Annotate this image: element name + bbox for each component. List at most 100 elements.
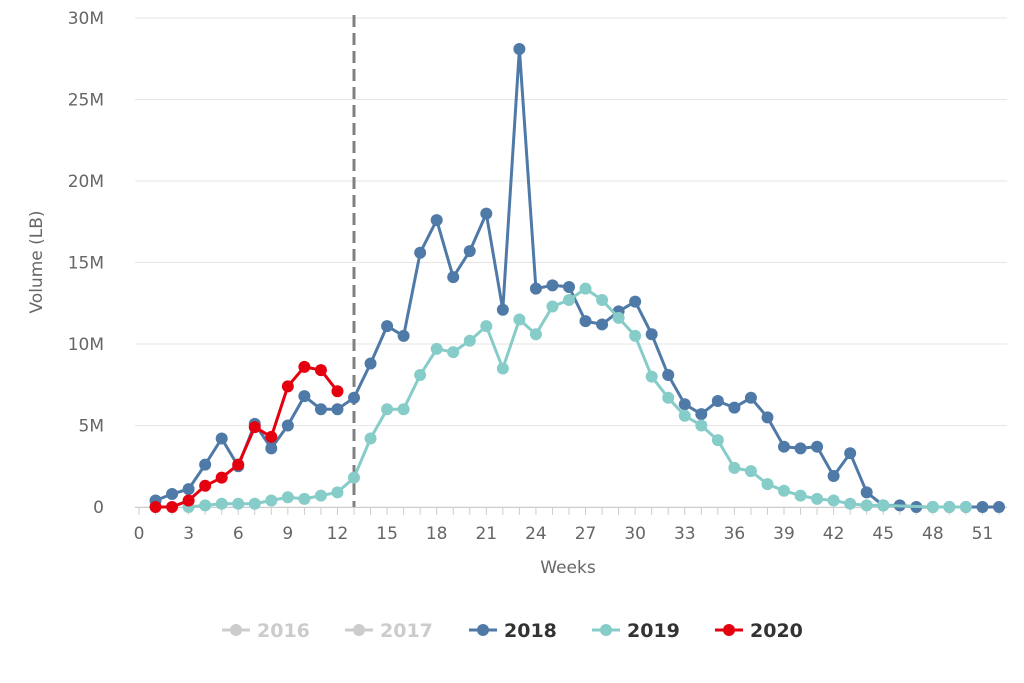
data-point-2018[interactable] xyxy=(397,329,410,342)
data-point-2019[interactable] xyxy=(364,432,377,445)
data-point-2020[interactable] xyxy=(281,380,294,393)
data-point-2018[interactable] xyxy=(496,303,509,316)
data-point-2018[interactable] xyxy=(976,501,989,513)
data-point-2018[interactable] xyxy=(778,440,790,453)
data-point-2019[interactable] xyxy=(496,362,509,375)
data-point-2020[interactable] xyxy=(248,421,261,434)
data-point-2018[interactable] xyxy=(794,442,807,455)
data-point-2019[interactable] xyxy=(678,409,691,422)
data-point-2019[interactable] xyxy=(596,293,609,306)
data-point-2018[interactable] xyxy=(348,391,360,404)
data-point-2019[interactable] xyxy=(778,484,790,497)
data-point-2019[interactable] xyxy=(331,486,344,499)
data-point-2018[interactable] xyxy=(993,501,1005,513)
data-point-2019[interactable] xyxy=(662,391,675,404)
data-point-2019[interactable] xyxy=(612,311,625,324)
data-point-2018[interactable] xyxy=(629,295,642,308)
data-point-2020[interactable] xyxy=(149,501,162,513)
data-point-2019[interactable] xyxy=(199,499,212,512)
data-point-2018[interactable] xyxy=(414,246,427,259)
data-point-2018[interactable] xyxy=(844,447,857,460)
data-point-2018[interactable] xyxy=(199,458,212,471)
data-point-2018[interactable] xyxy=(314,403,327,416)
data-point-2019[interactable] xyxy=(811,492,824,505)
data-point-2018[interactable] xyxy=(182,483,195,496)
legend-item-2016[interactable]: 2016 xyxy=(222,620,310,642)
data-point-2018[interactable] xyxy=(430,214,443,227)
data-point-2019[interactable] xyxy=(645,370,658,383)
data-point-2020[interactable] xyxy=(314,364,327,377)
data-point-2019[interactable] xyxy=(430,342,443,355)
data-point-2018[interactable] xyxy=(546,279,559,292)
data-point-2019[interactable] xyxy=(463,334,476,347)
data-point-2020[interactable] xyxy=(232,458,245,471)
data-point-2019[interactable] xyxy=(248,497,261,510)
data-point-2020[interactable] xyxy=(166,501,179,513)
data-point-2018[interactable] xyxy=(860,486,873,499)
data-point-2019[interactable] xyxy=(728,461,741,474)
data-point-2019[interactable] xyxy=(513,313,526,326)
data-point-2019[interactable] xyxy=(794,489,807,502)
data-point-2019[interactable] xyxy=(215,497,228,510)
data-point-2018[interactable] xyxy=(596,318,609,331)
data-point-2019[interactable] xyxy=(381,403,394,416)
data-point-2018[interactable] xyxy=(678,398,691,411)
data-point-2018[interactable] xyxy=(513,42,526,55)
data-point-2018[interactable] xyxy=(364,357,377,370)
data-point-2019[interactable] xyxy=(943,501,956,513)
data-point-2018[interactable] xyxy=(447,271,460,284)
data-point-2020[interactable] xyxy=(265,430,278,443)
data-point-2018[interactable] xyxy=(744,391,757,404)
data-point-2018[interactable] xyxy=(265,442,278,455)
data-point-2018[interactable] xyxy=(529,282,542,295)
data-point-2018[interactable] xyxy=(563,280,575,293)
data-point-2019[interactable] xyxy=(744,465,757,478)
data-point-2018[interactable] xyxy=(579,315,592,328)
data-point-2019[interactable] xyxy=(265,494,278,507)
data-point-2019[interactable] xyxy=(281,491,294,504)
data-point-2018[interactable] xyxy=(480,207,493,220)
data-point-2018[interactable] xyxy=(662,368,675,381)
data-point-2019[interactable] xyxy=(827,494,840,507)
data-point-2019[interactable] xyxy=(447,346,460,359)
data-point-2019[interactable] xyxy=(348,471,360,484)
data-point-2018[interactable] xyxy=(827,470,840,483)
data-point-2018[interactable] xyxy=(381,320,394,333)
data-point-2018[interactable] xyxy=(711,395,724,408)
data-point-2018[interactable] xyxy=(166,487,179,500)
data-point-2019[interactable] xyxy=(695,419,708,432)
data-point-2020[interactable] xyxy=(331,385,344,398)
data-point-2018[interactable] xyxy=(695,408,708,421)
data-point-2018[interactable] xyxy=(298,390,311,403)
data-point-2019[interactable] xyxy=(414,368,427,381)
data-point-2018[interactable] xyxy=(281,419,294,432)
data-point-2019[interactable] xyxy=(563,293,575,306)
data-point-2020[interactable] xyxy=(215,471,228,484)
legend-item-2017[interactable]: 2017 xyxy=(345,620,433,642)
data-point-2019[interactable] xyxy=(480,320,493,333)
data-point-2018[interactable] xyxy=(728,401,741,414)
data-point-2019[interactable] xyxy=(629,329,642,342)
data-point-2018[interactable] xyxy=(811,440,824,453)
data-point-2019[interactable] xyxy=(298,492,311,505)
data-point-2019[interactable] xyxy=(761,478,774,491)
data-point-2019[interactable] xyxy=(397,403,410,416)
data-point-2018[interactable] xyxy=(645,328,658,341)
data-point-2018[interactable] xyxy=(463,245,476,258)
data-point-2019[interactable] xyxy=(860,499,873,512)
data-point-2018[interactable] xyxy=(331,403,344,416)
data-point-2020[interactable] xyxy=(182,494,195,507)
data-point-2019[interactable] xyxy=(529,328,542,341)
legend-item-2020[interactable]: 2020 xyxy=(715,620,803,642)
data-point-2019[interactable] xyxy=(232,497,245,510)
data-point-2019[interactable] xyxy=(926,501,939,513)
data-point-2019[interactable] xyxy=(579,282,592,295)
data-point-2019[interactable] xyxy=(844,497,857,510)
data-point-2018[interactable] xyxy=(215,432,228,445)
data-point-2019[interactable] xyxy=(877,499,890,512)
legend-item-2019[interactable]: 2019 xyxy=(592,620,680,642)
legend-item-2018[interactable]: 2018 xyxy=(469,620,557,642)
data-point-2018[interactable] xyxy=(761,411,774,424)
data-point-2019[interactable] xyxy=(546,300,559,313)
data-point-2019[interactable] xyxy=(959,501,972,513)
